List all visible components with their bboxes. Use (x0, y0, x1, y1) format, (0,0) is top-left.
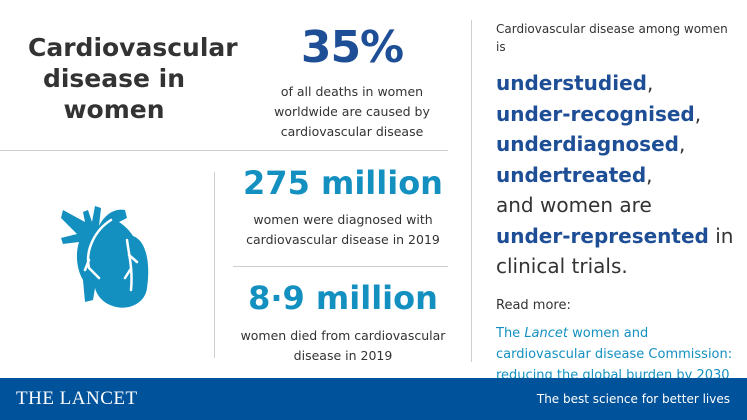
divider (233, 266, 448, 267)
term: under-recognised (496, 101, 695, 126)
link-pre: The (496, 325, 525, 341)
commission-summary: Cardiovascular disease among women is un… (496, 20, 741, 386)
tagline: The best science for better lives (536, 392, 730, 406)
in-text: in (708, 223, 734, 248)
end-text: clinical trials. (496, 254, 628, 278)
term: underdiagnosed (496, 132, 679, 156)
stat-died-value: 8·9 million (248, 279, 438, 317)
comma: , (694, 101, 702, 126)
term: understudied (496, 71, 647, 95)
divider (214, 172, 215, 358)
term: undertreated (496, 162, 647, 187)
link-journal: Lancet (524, 325, 569, 341)
comma: , (646, 162, 653, 187)
page-title: Cardiovascular disease in women (28, 33, 238, 124)
stat-deaths-percent: 35% (300, 22, 404, 73)
intro-text: Cardiovascular disease among women is (496, 22, 728, 54)
term: under-represented (496, 223, 709, 248)
divider (471, 20, 472, 362)
stat-diagnosed-value: 275 million (243, 164, 443, 202)
lancet-logo[interactable]: THE LANCET (16, 388, 138, 409)
divider (0, 150, 448, 151)
footer-bar: THE LANCET The best science for better l… (0, 378, 747, 420)
and-text: and women are (496, 193, 652, 217)
stat-diagnosed-text: women were diagnosed with cardiovascular… (246, 212, 440, 247)
stat-deaths-text: of all deaths in women worldwide are cau… (274, 84, 430, 139)
stat-died-text: women died from cardiovascular disease i… (240, 328, 446, 363)
commission-link[interactable]: The Lancet women and cardiovascular dise… (496, 323, 741, 386)
comma: , (678, 132, 686, 156)
read-more-label: Read more: (496, 297, 571, 313)
heart-anatomy-icon (61, 206, 149, 308)
comma: , (646, 71, 654, 95)
